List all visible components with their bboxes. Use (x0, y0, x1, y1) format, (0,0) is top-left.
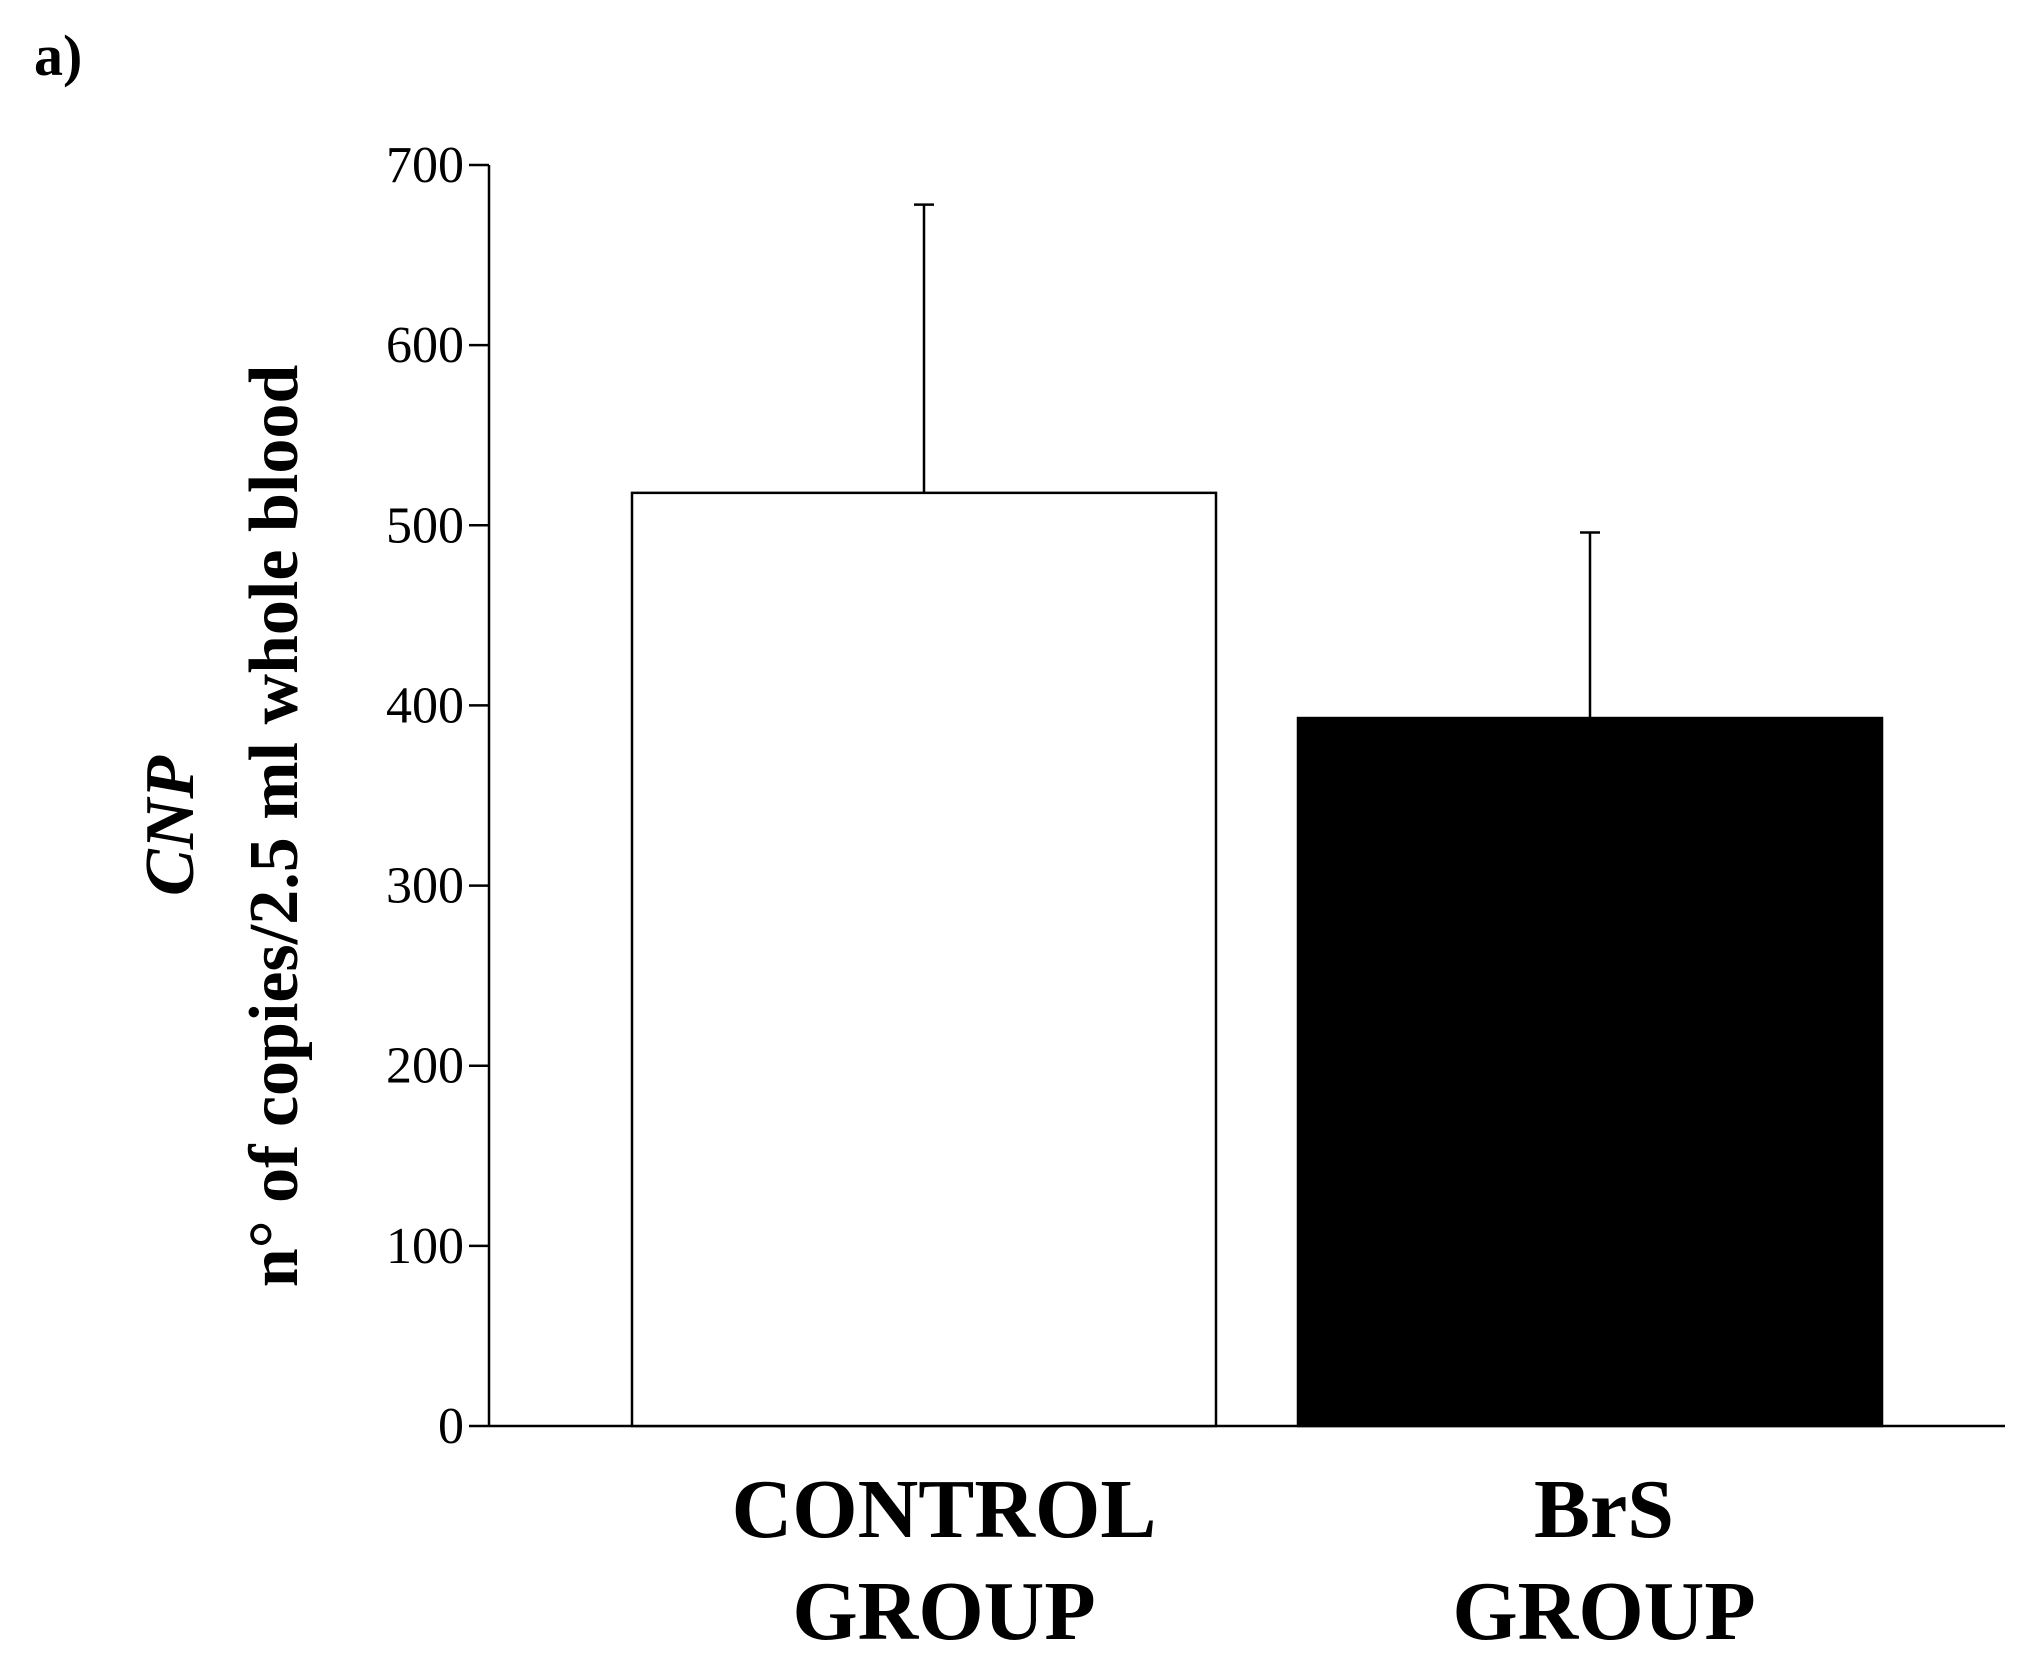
y-tick-label: 700 (386, 137, 464, 194)
y-tick-label: 100 (386, 1218, 464, 1275)
y-tick-label: 400 (386, 677, 464, 734)
bar (1296, 716, 1884, 1428)
panel-label: a) (34, 23, 83, 88)
y-tick-label: 0 (438, 1398, 464, 1455)
y-tick-label: 500 (386, 497, 464, 554)
y-axis-label: CNP n° of copies/2.5 ml whole blood (132, 365, 313, 1288)
y-ticks: 0 100 200 300 400 500 600 700 (386, 137, 489, 1455)
category-label: BrS (1534, 1463, 1674, 1556)
y-tick-label: 300 (386, 858, 464, 915)
bars (630, 491, 1884, 1428)
y-tick-label: 600 (386, 317, 464, 374)
error-bars (914, 203, 1600, 719)
category-label: GROUP (1452, 1565, 1755, 1658)
y-axis-label-gene: CNP (132, 755, 209, 896)
category-label: GROUP (792, 1565, 1095, 1658)
y-tick-label: 200 (386, 1038, 464, 1095)
bar (630, 491, 1218, 1428)
category-label: CONTROL (732, 1463, 1157, 1556)
y-axis-label-units: n° of copies/2.5 ml whole blood (236, 365, 313, 1288)
